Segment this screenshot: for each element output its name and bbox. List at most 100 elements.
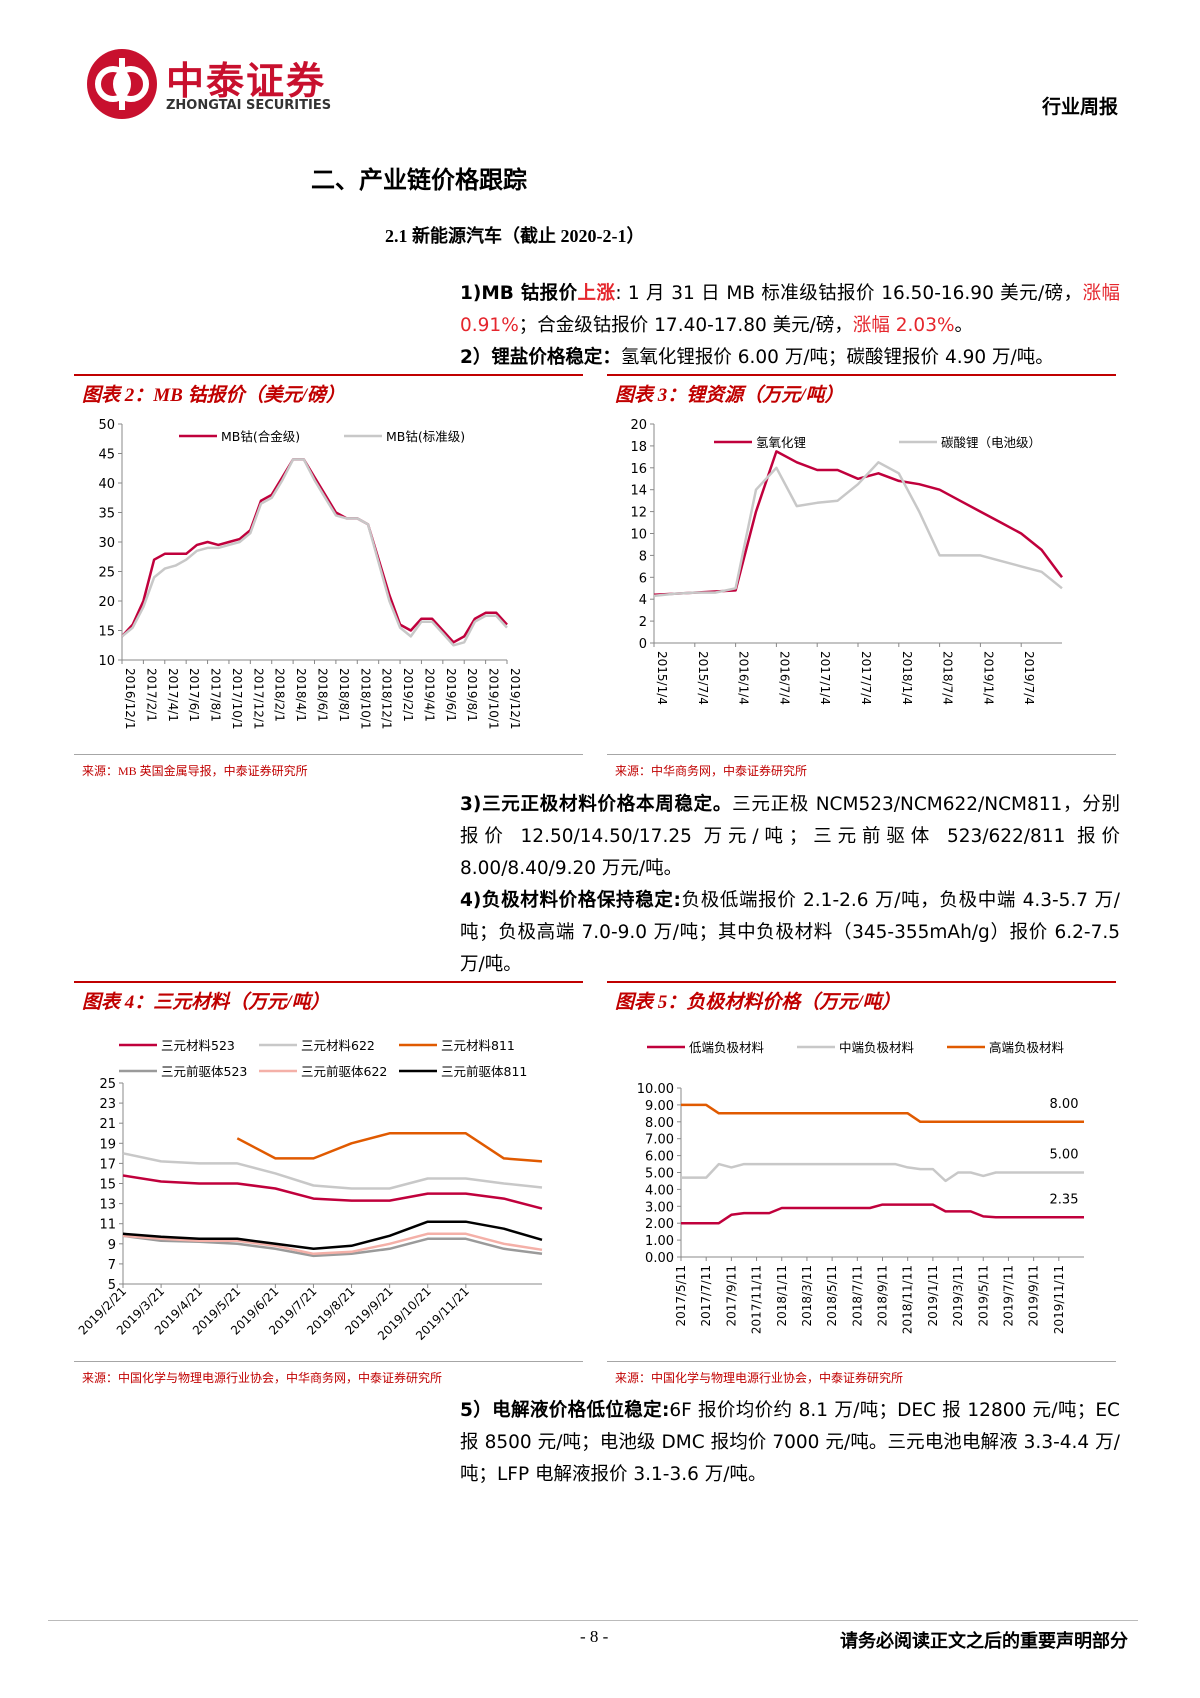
x-tick-label: 2017/6/1: [187, 668, 201, 722]
chart: 10 15 20 25 30 35 40 45 50 2016/12/1 2017/2/1 2017/…: [98, 418, 522, 730]
y-tick-label: 0.00: [645, 1251, 674, 1266]
figure-source: 来源：中国化学与物理电源行业协会，中泰证券研究所: [615, 1371, 904, 1385]
y-tick-label: 21: [99, 1117, 116, 1132]
x-tick-label: 2017/2/1: [144, 668, 158, 722]
figure: 图表 2：MB 钴报价（美元/磅） 10 15 20 25 30 35 40 45 50 2016/…: [74, 374, 583, 778]
figure-rule: [607, 981, 1116, 983]
x-tick-label: 2018/3/11: [800, 1265, 814, 1327]
series-line: [681, 1203, 1084, 1225]
y-tick-label: 50: [98, 418, 115, 433]
paragraph: 2）锂盐价格稳定：氢氧化锂报价 6.00 万/吨；碳酸锂报价 4.90 万/吨。: [460, 342, 1120, 374]
figure-title: 图表 4：三元材料（万元/吨）: [82, 992, 330, 1013]
x-tick-label: 2017/7/11: [699, 1265, 713, 1327]
legend-label: 三元材料523: [161, 1038, 235, 1053]
text-run: 氢氧化锂报价 6.00 万/吨；碳酸锂报价 4.90 万/吨。: [620, 347, 1054, 368]
footer-rule: [48, 1620, 1138, 1621]
figure-rule: [74, 1361, 583, 1362]
figure-rule: [607, 754, 1116, 755]
x-tick-label: 2018/2/1: [273, 668, 287, 722]
footer-notice: 请务必阅读正文之后的重要声明部分: [840, 1631, 1128, 1651]
value-label: 8.00: [1050, 1097, 1079, 1112]
text-run: 。: [954, 315, 974, 336]
series-line: [236, 1132, 543, 1163]
text-run: 4)负极材料价格保持稳定:: [460, 890, 681, 911]
y-tick-label: 5: [108, 1278, 116, 1293]
text-run: 涨幅 2.03%: [852, 315, 955, 336]
figure-title: 图表 2：MB 钴报价（美元/磅）: [82, 385, 345, 406]
logo: [87, 49, 157, 119]
x-tick-label: 2018/10/1: [358, 668, 372, 730]
x-tick-label: 2019/8/1: [465, 668, 479, 722]
text-run: 1)MB 钴报价: [460, 283, 578, 304]
x-tick-label: 2018/8/1: [337, 668, 351, 722]
x-tick-label: 2019/3/11: [951, 1265, 965, 1327]
figure-title: 图表 5：负极材料价格（万元/吨）: [615, 992, 901, 1013]
series-line: [121, 458, 508, 644]
chart: 0.001.002.003.004.005.006.007.008.009.00…: [637, 1040, 1084, 1334]
paragraph: 1)MB 钴报价上涨: 1 月 31 日 MB 标准级钴报价 16.50-16.…: [460, 278, 1120, 342]
y-tick-label: 19: [99, 1137, 116, 1152]
figure: 图表 5：负极材料价格（万元/吨） 0.00 1.00 2.00 3.00 4.00 5.0…: [607, 981, 1116, 1385]
x-tick-label: 2019/7/4: [1022, 651, 1036, 705]
text-run: 上涨: [577, 283, 616, 304]
series-line: [122, 1220, 543, 1251]
x-tick-label: 2019/1/4: [981, 651, 995, 705]
y-tick-label: 11: [99, 1218, 116, 1233]
y-tick-label: 4: [639, 593, 647, 608]
y-tick-label: 6: [639, 571, 647, 586]
legend-label: 三元前驱体523: [161, 1064, 247, 1079]
x-tick-label: 2018/5/11: [825, 1265, 839, 1327]
figure-source: 来源：MB 英国金属导报，中泰证券研究所: [82, 764, 308, 778]
legend-label: 中端负极材料: [839, 1040, 915, 1055]
text-run: 5）电解液价格低位稳定:: [460, 1400, 670, 1421]
y-tick-label: 10.00: [637, 1082, 674, 1097]
series-line: [122, 1174, 543, 1210]
x-tick-label: 2018/7/4: [941, 651, 955, 705]
x-tick-label: 2019/4/1: [422, 668, 436, 722]
x-tick-label: 2017/8/1: [209, 668, 223, 722]
x-tick-label: 2018/9/11: [876, 1265, 890, 1327]
x-tick-label: 2019/2/1: [401, 668, 415, 722]
x-tick-label: 2018/1/11: [775, 1265, 789, 1327]
legend-label: 高端负极材料: [989, 1040, 1065, 1055]
y-tick-label: 25: [99, 1077, 116, 1092]
text-run: 3)三元正极材料价格本周稳定。: [460, 794, 733, 815]
y-tick-label: 12: [630, 506, 647, 521]
company-name: 中泰证券: [166, 61, 327, 103]
y-tick-label: 7.00: [645, 1133, 674, 1148]
figure-rule: [607, 1361, 1116, 1362]
section-title: 二、产业链价格跟踪: [311, 168, 527, 194]
y-tick-label: 30: [98, 536, 115, 551]
x-tick-label: 2018/12/1: [380, 668, 394, 730]
x-tick-label: 2019/11/11: [1052, 1265, 1066, 1334]
legend-label: 三元前驱体622: [301, 1064, 387, 1079]
x-tick-label: 2019/12/1: [508, 668, 522, 730]
x-tick-label: 2019/10/1: [487, 668, 501, 730]
series-line: [653, 450, 1064, 597]
y-tick-label: 35: [98, 507, 115, 522]
y-tick-label: 10: [98, 654, 115, 669]
figure-rule: [607, 374, 1116, 376]
legend-label: 三元材料622: [301, 1038, 375, 1053]
y-tick-label: 0: [639, 637, 647, 652]
report-type: 行业周报: [1041, 97, 1118, 118]
text-run: 2）锂盐价格稳定：: [460, 347, 621, 368]
series-line: [653, 461, 1063, 598]
paragraph: 5）电解液价格低位稳定:6F 报价均价约 8.1 万/吨；DEC 报 12800…: [460, 1395, 1120, 1491]
y-tick-label: 20: [98, 595, 115, 610]
x-tick-label: 2018/1/4: [900, 651, 914, 705]
y-tick-label: 1.00: [645, 1234, 674, 1249]
x-tick-label: 2017/10/1: [230, 668, 244, 730]
x-tick-label: 2018/4/1: [294, 668, 308, 722]
y-tick-label: 13: [99, 1198, 116, 1213]
figure-rule: [74, 754, 583, 755]
y-tick-label: 6.00: [645, 1150, 674, 1165]
y-tick-label: 3.00: [645, 1200, 674, 1215]
y-tick-label: 45: [98, 448, 115, 463]
y-tick-label: 9: [108, 1238, 116, 1253]
text-run: 三元正极 NCM523/NCM622/NCM811，分别报价 12.50/14.…: [460, 794, 1120, 879]
figure: 图表 4：三元材料（万元/吨） 5 7 9 11 13 15 17 19 21 23 25 2019/2…: [74, 981, 583, 1385]
paragraph: 4)负极材料价格保持稳定:负极低端报价 2.1-2.6 万/吨，负极中端 4.3…: [460, 885, 1120, 981]
y-tick-label: 15: [98, 625, 115, 640]
